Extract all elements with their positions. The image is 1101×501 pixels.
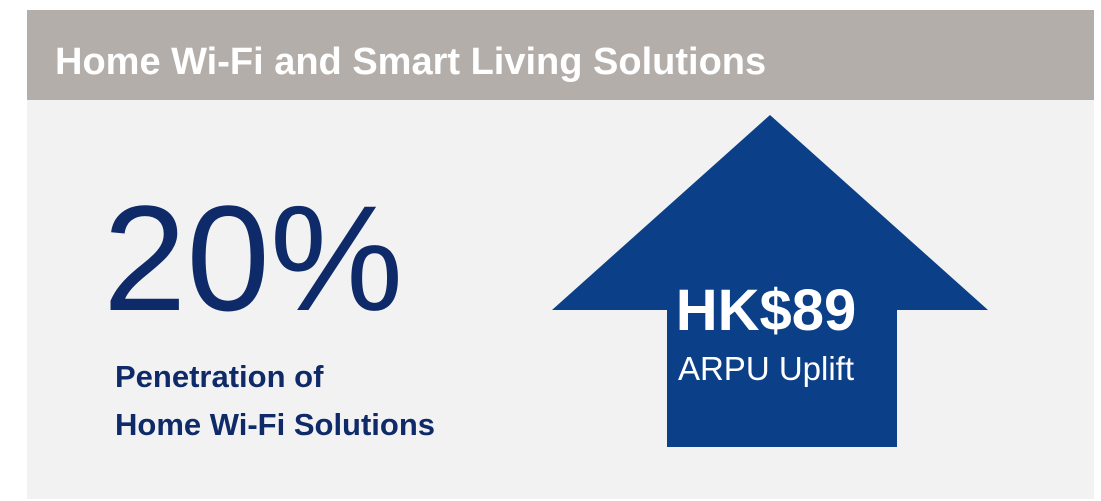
stat-value: HK$89 — [676, 278, 857, 343]
up-arrow — [552, 115, 988, 447]
stat-value: 20% — [103, 174, 403, 342]
stat-label: Penetration of — [115, 359, 324, 394]
header-title: Home Wi-Fi and Smart Living Solutions — [55, 41, 766, 83]
stat-label: Home Wi-Fi Solutions — [115, 407, 435, 442]
stat-label: ARPU Uplift — [678, 350, 854, 387]
header-band — [27, 10, 1094, 100]
